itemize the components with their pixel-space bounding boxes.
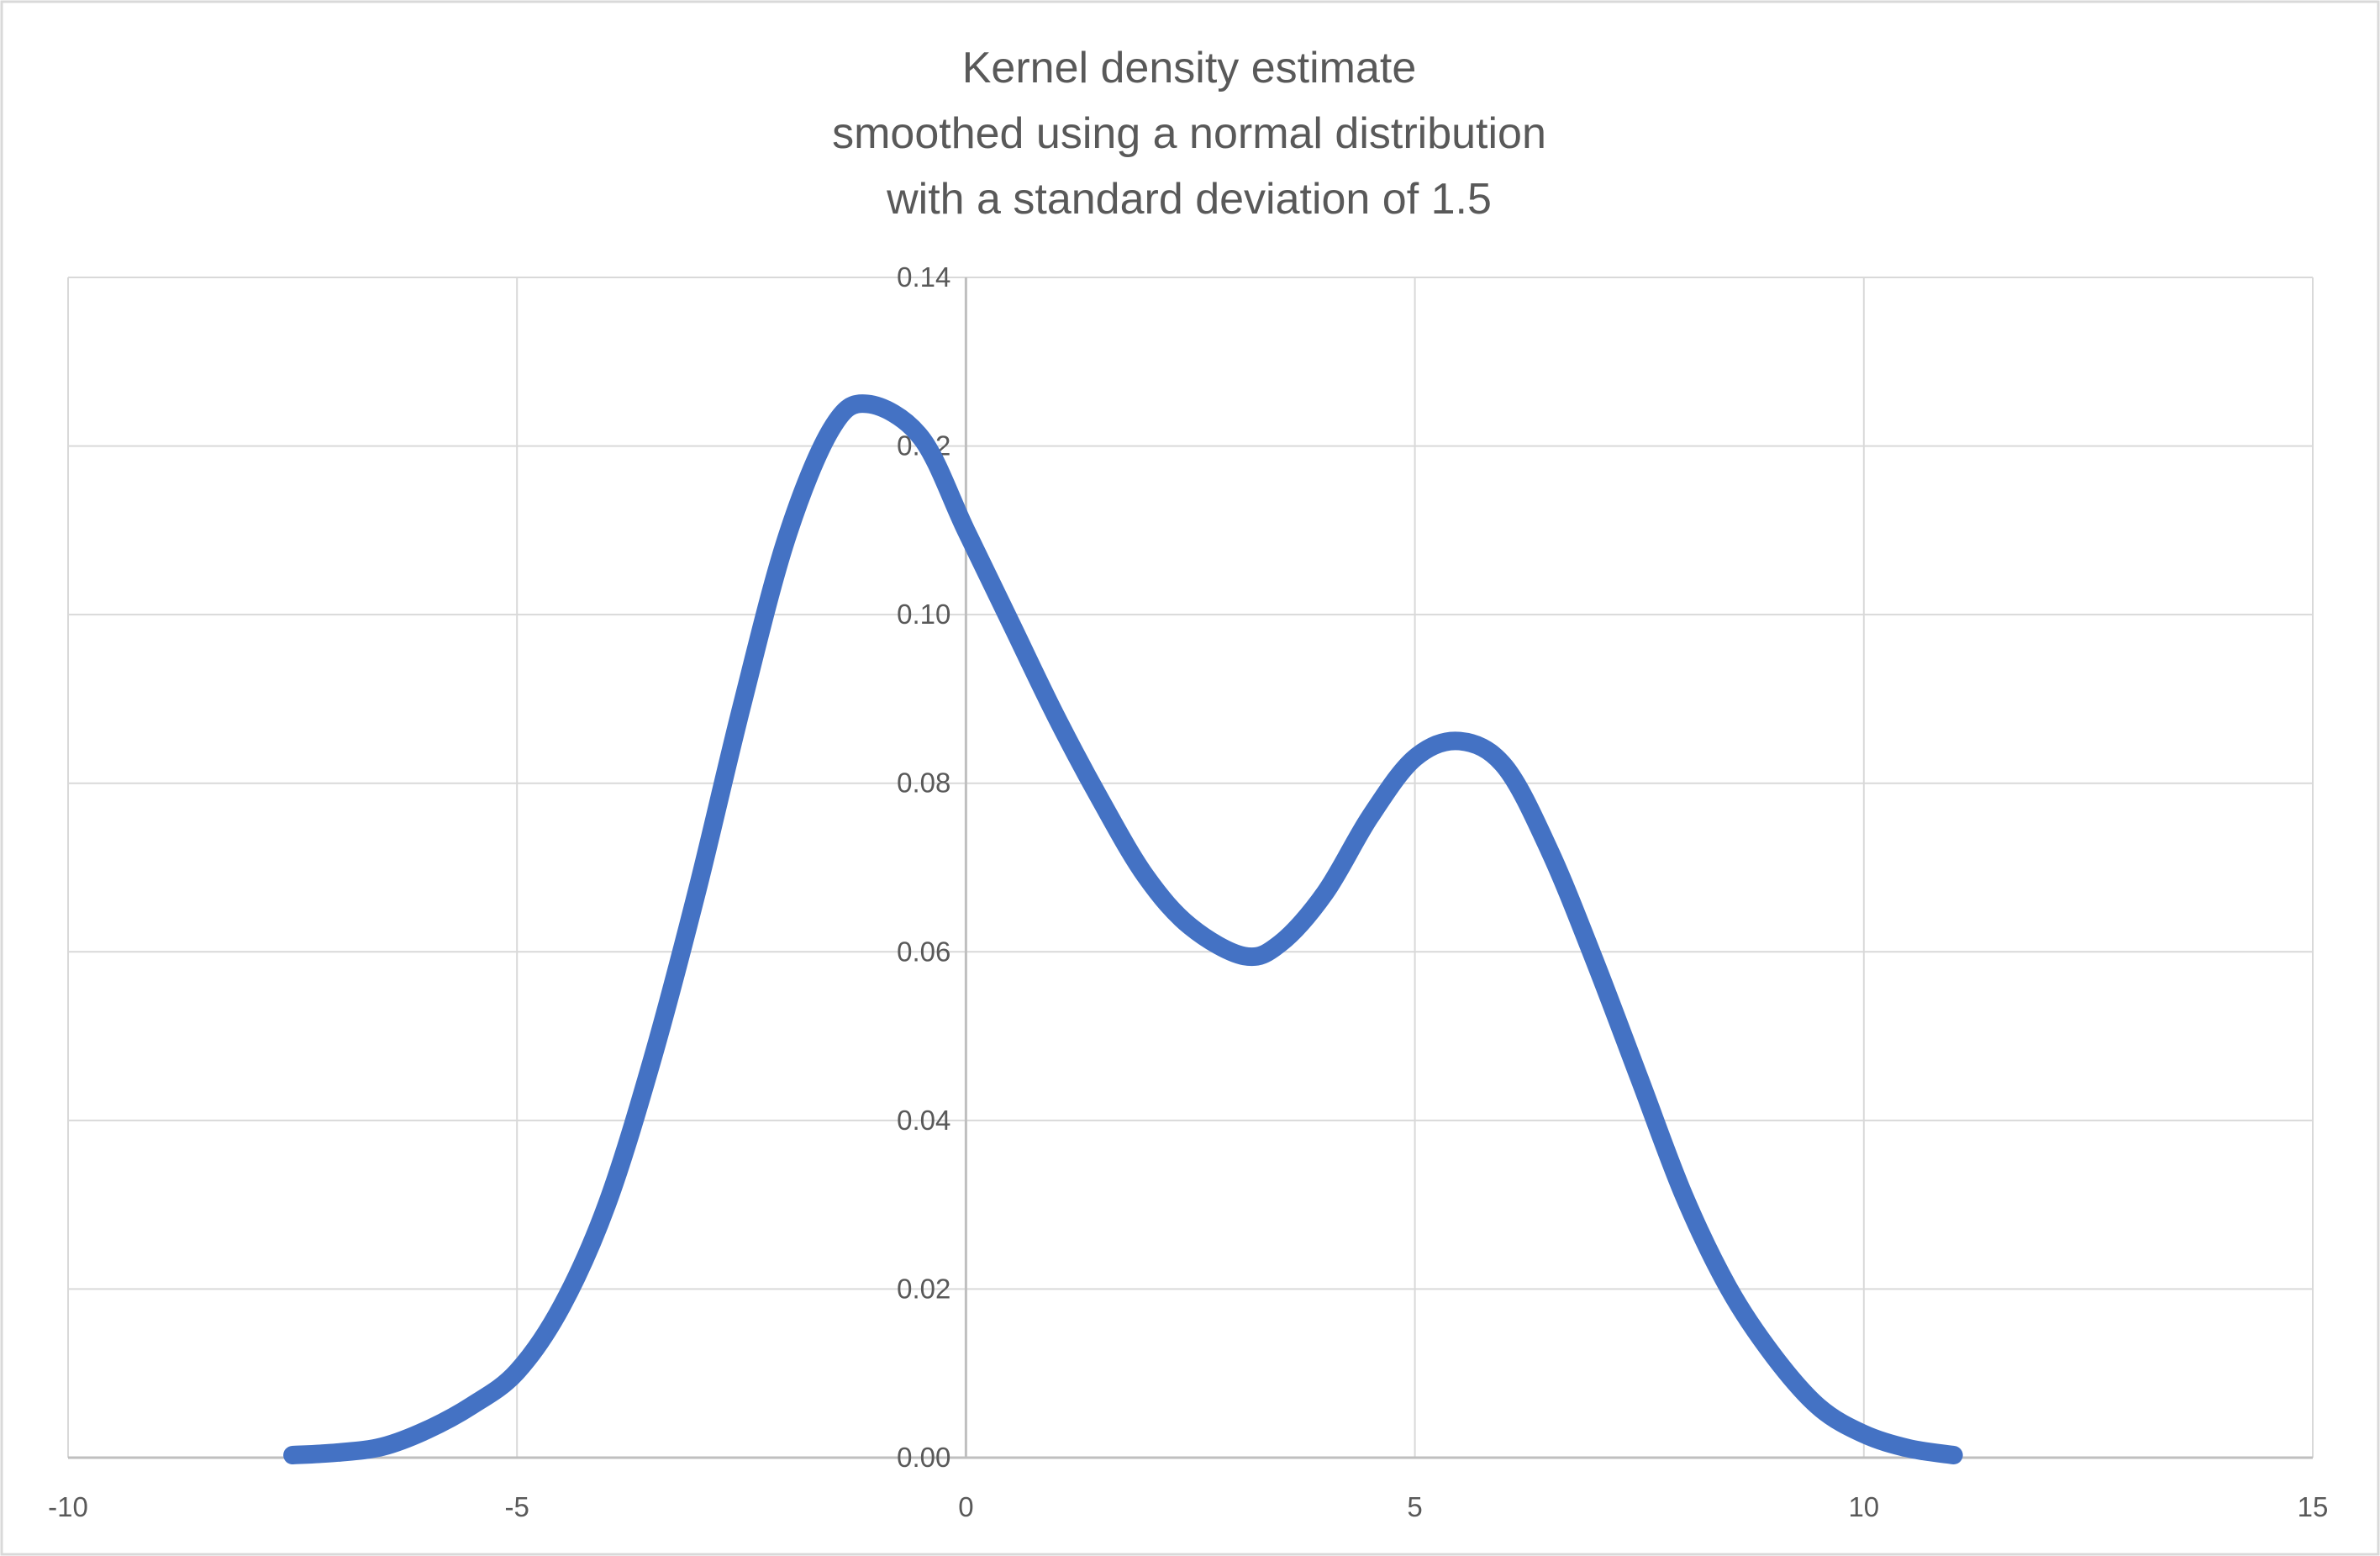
y-tick-label: 0.02 (897, 1273, 950, 1304)
chart-title-line-3: with a standard deviation of 1.5 (886, 175, 1492, 224)
chart-title-line-1: Kernel density estimate (962, 44, 1417, 92)
x-tick-label: 5 (1407, 1491, 1422, 1522)
x-tick-label: -5 (505, 1491, 529, 1522)
x-tick-label: 0 (958, 1491, 973, 1522)
chart-title-line-2: smoothed using a normal distribution (832, 109, 1546, 158)
x-tick-label: -10 (48, 1491, 88, 1522)
y-tick-label: 0.06 (897, 936, 950, 967)
y-tick-label: 0.14 (897, 261, 950, 293)
x-tick-label: 15 (2298, 1491, 2329, 1522)
y-tick-label: 0.04 (897, 1105, 950, 1136)
y-tick-label: 0.00 (897, 1442, 950, 1473)
y-tick-label: 0.08 (897, 767, 950, 799)
x-tick-label: 10 (1848, 1491, 1879, 1522)
y-tick-label: 0.10 (897, 599, 950, 630)
tick-labels: 0.000.020.040.060.080.100.120.14-10 -5 0 5 1… (48, 261, 2328, 1522)
density-curve (283, 394, 1963, 1464)
